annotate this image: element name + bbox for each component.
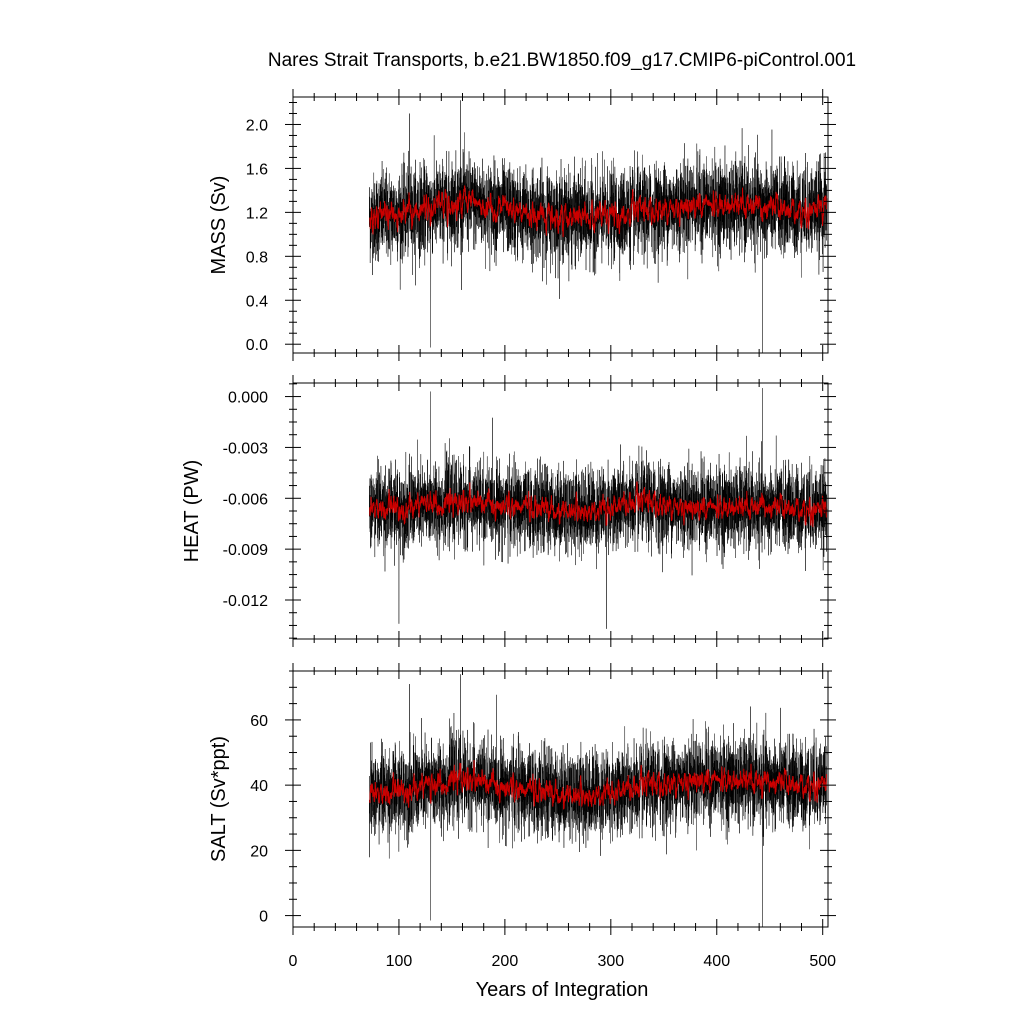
y-tick-label: 1.2 <box>246 205 268 222</box>
y-tick-label: 1.6 <box>246 161 268 178</box>
y-tick-label: 20 <box>250 843 268 860</box>
y-tick-label: -0.006 <box>223 491 268 508</box>
panel-3: 0 20 40 60 SALT (Sv*ppt) 0 100 200 300 400 500 <box>208 663 836 970</box>
y-tick-label: -0.009 <box>223 542 268 559</box>
y-axis-label: MASS (Sv) <box>208 176 230 275</box>
x-axis-label: Years of Integration <box>476 979 649 1001</box>
x-tick-label: 400 <box>703 953 730 970</box>
chart-title: Nares Strait Transports, b.e21.BW1850.f0… <box>268 50 856 71</box>
y-tick-label: 0 <box>259 909 268 926</box>
x-tick-label: 300 <box>597 953 624 970</box>
y-tick-label: 2.0 <box>246 117 268 134</box>
smoothed-series-line <box>369 481 827 528</box>
raw-series-line <box>369 674 828 927</box>
panel-frame <box>292 96 829 354</box>
y-axis-label: HEAT (PW) <box>181 460 203 563</box>
y-tick-label: 0.000 <box>228 390 268 407</box>
y-tick-label: 0.8 <box>246 249 268 266</box>
y-tick-label: 40 <box>250 778 268 795</box>
x-tick-label: 0 <box>289 953 298 970</box>
panel-1: 0.0 0.4 0.8 1.2 1.6 2.0 MASS (Sv) <box>208 89 836 361</box>
y-axis-label: SALT (Sv*ppt) <box>208 736 230 862</box>
panel-2: 0.000 -0.003 -0.006 -0.009 -0.012 HEAT (PW) <box>181 375 836 647</box>
x-tick-label: 200 <box>492 953 519 970</box>
y-tick-label: 60 <box>250 713 268 730</box>
panel-frame <box>292 670 829 928</box>
y-tick-label: 0.0 <box>246 337 268 354</box>
smoothed-series-line <box>369 185 827 238</box>
y-tick-label: -0.012 <box>223 593 268 610</box>
smoothed-series-line <box>369 760 827 810</box>
x-tick-label: 100 <box>386 953 413 970</box>
x-tick-label: 500 <box>809 953 836 970</box>
raw-series-line <box>369 388 828 629</box>
y-tick-label: 0.4 <box>246 293 268 310</box>
panels: 0.0 0.4 0.8 1.2 1.6 2.0 MASS (Sv) 0.000 -0.003 -0… <box>181 89 836 970</box>
raw-series-line <box>369 100 828 353</box>
y-tick-label: -0.003 <box>223 440 268 457</box>
